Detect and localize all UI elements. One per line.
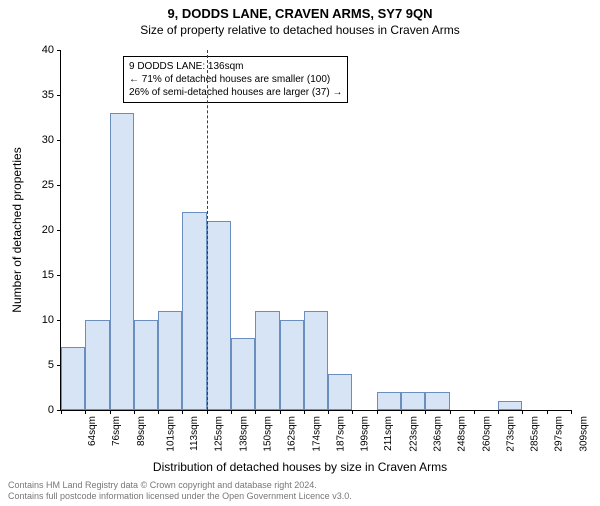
x-tick-mark [255, 410, 256, 414]
annotation-line2: ← 71% of detached houses are smaller (10… [129, 73, 342, 86]
histogram-bar [377, 392, 401, 410]
x-tick-label: 125sqm [214, 416, 225, 452]
x-tick-mark [450, 410, 451, 414]
histogram-bar [182, 212, 206, 410]
x-tick-label: 285sqm [530, 416, 541, 452]
x-tick-mark [158, 410, 159, 414]
histogram-bar [207, 221, 231, 410]
y-tick-mark [57, 50, 61, 51]
y-tick-label: 15 [24, 269, 54, 281]
x-tick-label: 76sqm [111, 416, 122, 446]
y-tick-mark [57, 230, 61, 231]
x-tick-mark [474, 410, 475, 414]
footer-line2: Contains full postcode information licen… [8, 491, 352, 502]
x-tick-label: 187sqm [335, 416, 346, 452]
x-tick-label: 236sqm [433, 416, 444, 452]
histogram-bar [134, 320, 158, 410]
x-tick-label: 297sqm [554, 416, 565, 452]
x-tick-mark [61, 410, 62, 414]
y-tick-mark [57, 95, 61, 96]
x-tick-mark [207, 410, 208, 414]
x-tick-label: 64sqm [87, 416, 98, 446]
x-tick-label: 211sqm [383, 416, 394, 451]
x-tick-label: 260sqm [481, 416, 492, 452]
annotation-line1: 9 DODDS LANE: 136sqm [129, 60, 342, 73]
x-tick-mark [134, 410, 135, 414]
x-axis-label: Distribution of detached houses by size … [0, 460, 600, 474]
x-tick-label: 273sqm [505, 416, 516, 452]
y-tick-label: 10 [24, 314, 54, 326]
x-tick-label: 150sqm [263, 416, 274, 452]
x-tick-mark [231, 410, 232, 414]
x-tick-mark [304, 410, 305, 414]
histogram-bar [255, 311, 279, 410]
x-tick-mark [182, 410, 183, 414]
histogram-bar [304, 311, 328, 410]
y-tick-label: 30 [24, 134, 54, 146]
x-tick-mark [425, 410, 426, 414]
x-tick-mark [110, 410, 111, 414]
histogram-bar [328, 374, 352, 410]
x-tick-mark [328, 410, 329, 414]
y-tick-mark [57, 275, 61, 276]
x-tick-label: 101sqm [165, 416, 176, 452]
x-tick-label: 223sqm [408, 416, 419, 452]
x-tick-mark [571, 410, 572, 414]
x-tick-mark [352, 410, 353, 414]
x-tick-label: 199sqm [360, 416, 371, 452]
x-tick-mark [522, 410, 523, 414]
y-tick-label: 25 [24, 179, 54, 191]
y-tick-label: 40 [24, 44, 54, 56]
x-tick-mark [498, 410, 499, 414]
attribution-footer: Contains HM Land Registry data © Crown c… [8, 480, 352, 502]
chart-title-main: 9, DODDS LANE, CRAVEN ARMS, SY7 9QN [0, 6, 600, 21]
footer-line1: Contains HM Land Registry data © Crown c… [8, 480, 352, 491]
y-axis-label: Number of detached properties [10, 147, 24, 312]
y-tick-mark [57, 140, 61, 141]
x-tick-label: 174sqm [311, 416, 322, 452]
histogram-bar [231, 338, 255, 410]
x-tick-label: 113sqm [189, 416, 200, 451]
x-tick-label: 138sqm [238, 416, 249, 452]
chart-title-sub: Size of property relative to detached ho… [0, 23, 600, 37]
x-tick-label: 89sqm [136, 416, 147, 446]
histogram-bar [61, 347, 85, 410]
y-tick-label: 35 [24, 89, 54, 101]
x-tick-label: 248sqm [457, 416, 468, 452]
y-tick-label: 20 [24, 224, 54, 236]
x-tick-label: 162sqm [287, 416, 298, 452]
annotation-line3: 26% of semi-detached houses are larger (… [129, 86, 342, 99]
histogram-bar [158, 311, 182, 410]
x-tick-mark [85, 410, 86, 414]
annotation-box: 9 DODDS LANE: 136sqm ← 71% of detached h… [123, 56, 348, 103]
histogram-bar [85, 320, 109, 410]
x-tick-mark [401, 410, 402, 414]
histogram-bar [110, 113, 134, 410]
x-tick-mark [377, 410, 378, 414]
y-tick-label: 0 [24, 404, 54, 416]
histogram-bar [425, 392, 449, 410]
histogram-plot-area: 9 DODDS LANE: 136sqm ← 71% of detached h… [60, 50, 571, 411]
y-tick-label: 5 [24, 359, 54, 371]
reference-line [207, 50, 208, 410]
histogram-bar [280, 320, 304, 410]
y-tick-mark [57, 185, 61, 186]
x-tick-label: 309sqm [578, 416, 589, 452]
x-tick-mark [280, 410, 281, 414]
histogram-bar [498, 401, 522, 410]
x-tick-mark [547, 410, 548, 414]
histogram-bar [401, 392, 425, 410]
y-tick-mark [57, 320, 61, 321]
